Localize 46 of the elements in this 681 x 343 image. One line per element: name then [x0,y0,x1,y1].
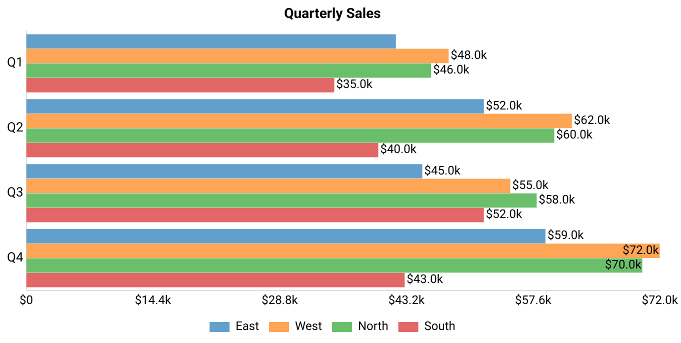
legend-label: East [236,319,260,333]
data-label: $62.0k [574,112,612,127]
bar [26,142,378,158]
bar [26,164,422,178]
data-label: $48.0k [450,48,488,62]
legend-label: North [358,319,388,333]
data-label: $60.0k [556,128,594,142]
data-label: $45.0k [424,163,462,178]
y-tick-label: Q3 [7,185,24,200]
x-tick-label: $57.6k [515,292,552,307]
data-label: $72.0k [622,242,660,257]
data-label: $52.0k [486,98,524,112]
y-tick-label: Q2 [7,120,24,136]
bar [26,244,660,258]
bar [26,34,396,49]
bar [26,193,537,208]
data-label: $58.0k [538,192,576,206]
chart-title: Quarterly Sales [284,6,381,22]
bar [26,178,510,194]
x-tick-label: $43.2k [388,292,426,307]
legend-label: West [295,319,322,333]
y-tick-label: Q4 [7,250,24,266]
data-label: $52.0k [486,207,524,222]
x-tick-label: $72.0k [642,292,679,307]
data-label: $40.0k [380,142,418,156]
bar [26,48,449,64]
bar [26,114,572,128]
bar [26,128,554,143]
bar [26,99,484,114]
data-label: $55.0k [512,178,550,192]
bar [26,78,334,92]
data-label: $43.0k [406,272,444,286]
bar [26,258,642,273]
x-tick-label: $0 [20,292,34,307]
data-label: $59.0k [547,228,585,242]
x-tick-label: $14.4k [134,292,172,307]
data-label: $46.0k [433,62,470,77]
data-label: $70.0k [605,257,642,272]
y-tick-label: Q1 [7,56,24,71]
data-label: $35.0k [336,77,374,92]
bar [26,272,405,288]
x-tick-label: $28.8k [262,292,299,307]
bar [26,208,484,222]
bar [26,63,432,78]
legend-label: South [424,319,456,333]
bar [26,229,546,244]
